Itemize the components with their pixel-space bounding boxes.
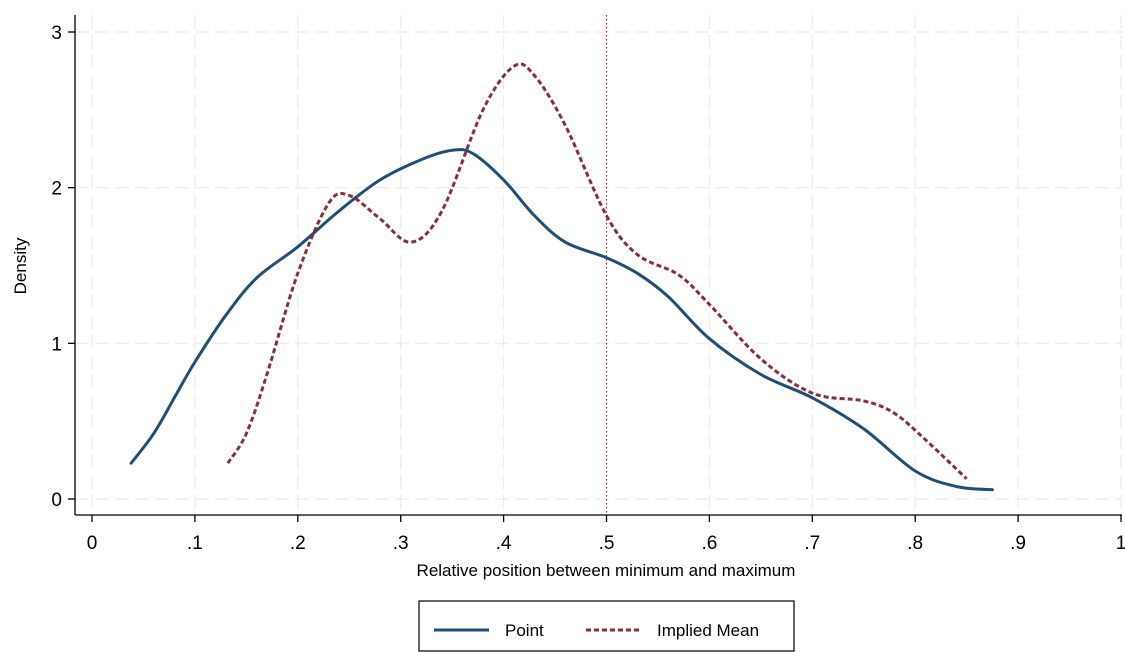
x-tick-label: .4 [496,533,512,554]
x-tick-label: .6 [701,533,717,554]
y-tick-label: 0 [51,490,62,511]
grid [75,15,1122,515]
y-axis-label: Density [11,237,30,294]
legend-label-implied-mean: Implied Mean [657,621,759,640]
legend-box [418,600,795,652]
x-axis-label: Relative position between minimum and ma… [417,561,796,580]
series-lines [129,62,994,492]
axes [74,15,1122,516]
y-axis-ticks: 0 1 2 3 [51,23,75,511]
x-tick-label: .9 [1010,533,1026,554]
y-tick-label: 2 [51,179,62,200]
y-tick-label: 3 [51,23,62,44]
y-tick-label: 1 [51,334,62,355]
series-line-implied-mean [226,62,968,480]
legend: Point Implied Mean [418,600,795,652]
x-tick-label: .8 [907,533,923,554]
series-line-point [129,148,994,492]
x-tick-label: .3 [393,533,409,554]
legend-label-point: Point [505,621,544,640]
x-tick-label: .2 [290,533,306,554]
x-axis-ticks: 0 .1 .2 .3 .4 .5 .6 .7 .8 .9 1 [87,515,1125,554]
x-tick-label: .7 [804,533,820,554]
x-tick-label: 1 [1116,533,1125,554]
x-tick-label: .5 [599,533,615,554]
x-tick-label: 0 [87,533,98,554]
x-tick-label: .1 [187,533,203,554]
